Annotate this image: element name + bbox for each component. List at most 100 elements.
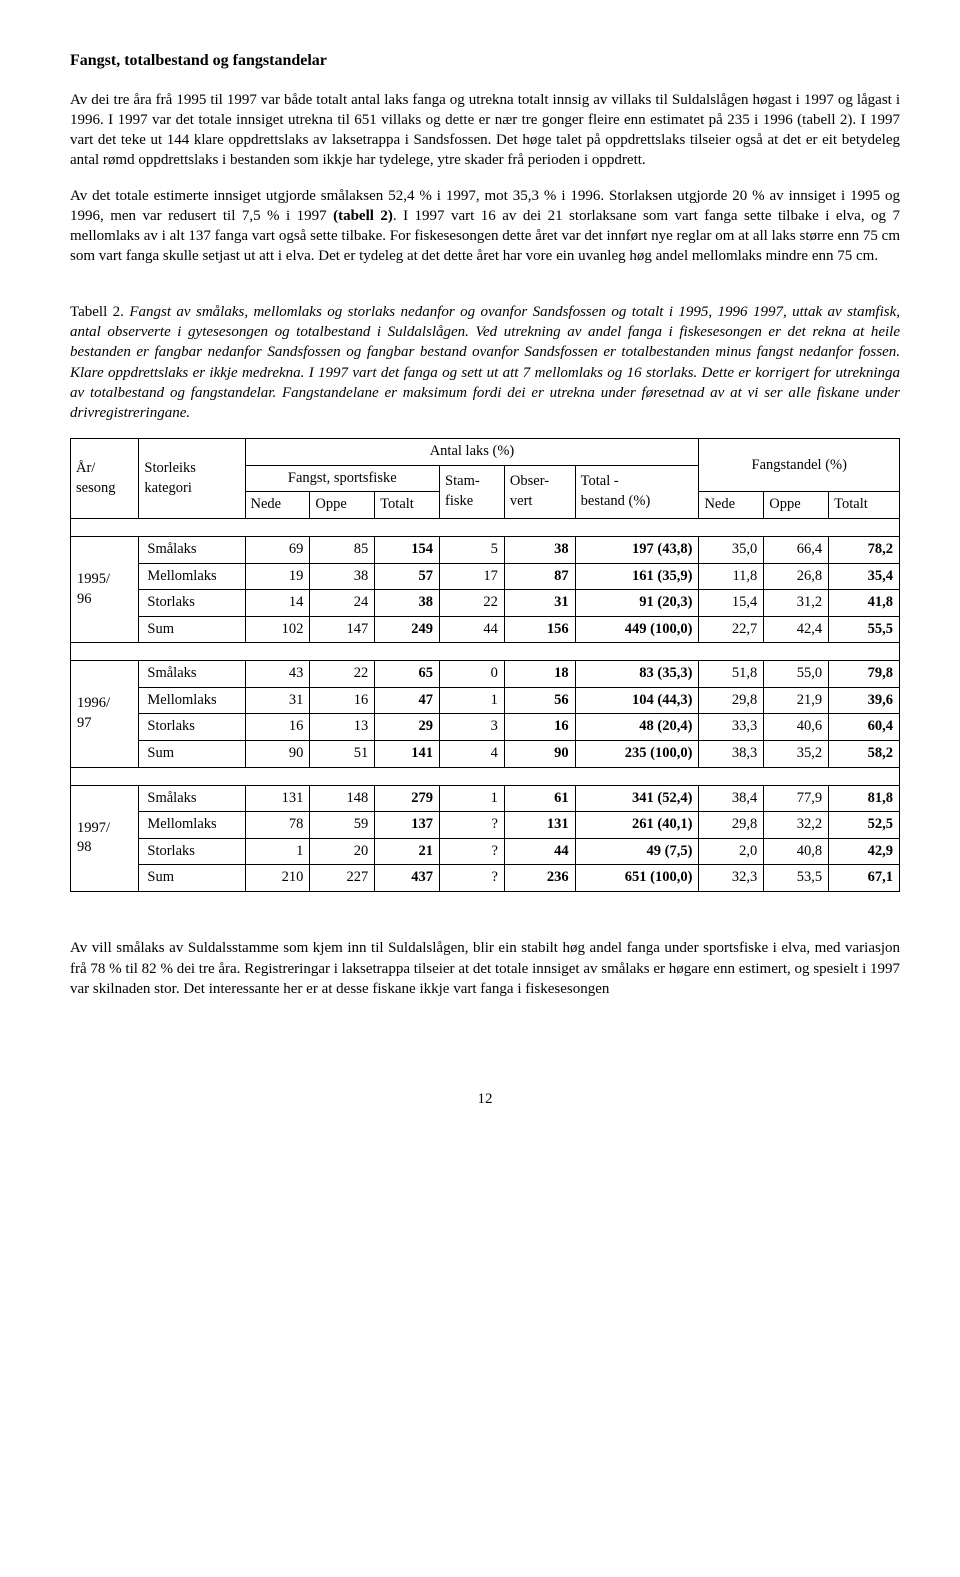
- data-cell: ?: [440, 838, 505, 865]
- data-cell: 651 (100,0): [575, 865, 699, 892]
- hdr-antal: Antal laks (%): [245, 439, 699, 466]
- para2-bold: (tabell 2): [333, 208, 393, 224]
- data-cell: 35,0: [699, 537, 764, 564]
- data-cell: 279: [375, 785, 440, 812]
- data-cell: 21: [375, 838, 440, 865]
- data-cell: 147: [310, 616, 375, 643]
- data-cell: 41,8: [829, 590, 900, 617]
- hdr-fangst: Fangst, sportsfiske: [245, 465, 440, 492]
- data-cell: 1: [440, 687, 505, 714]
- data-cell: 437: [375, 865, 440, 892]
- table-row: 1995/ 96Smålaks6985154538197 (43,8)35,06…: [71, 537, 900, 564]
- data-cell: 236: [504, 865, 575, 892]
- data-cell: 65: [375, 661, 440, 688]
- data-cell: Smålaks: [139, 785, 245, 812]
- data-cell: 32,2: [764, 812, 829, 839]
- paragraph-3: Av vill smålaks av Suldalsstamme som kje…: [70, 938, 900, 999]
- data-table: År/ sesong Storleiks kategori Antal laks…: [70, 438, 900, 897]
- data-cell: 16: [310, 687, 375, 714]
- data-cell: 1: [245, 838, 310, 865]
- data-cell: Sum: [139, 740, 245, 767]
- data-cell: 56: [504, 687, 575, 714]
- data-cell: 341 (52,4): [575, 785, 699, 812]
- data-cell: 69: [245, 537, 310, 564]
- data-cell: 85: [310, 537, 375, 564]
- data-cell: 79,8: [829, 661, 900, 688]
- data-cell: 29,8: [699, 812, 764, 839]
- data-cell: 154: [375, 537, 440, 564]
- data-cell: 18: [504, 661, 575, 688]
- data-cell: 11,8: [699, 563, 764, 590]
- table-row: Storlaks12021?4449 (7,5)2,040,842,9: [71, 838, 900, 865]
- data-cell: 13: [310, 714, 375, 741]
- hdr-category: Storleiks kategori: [139, 439, 245, 519]
- data-cell: 39,6: [829, 687, 900, 714]
- table-row: Mellomlaks1938571787161 (35,9)11,826,835…: [71, 563, 900, 590]
- data-cell: 51: [310, 740, 375, 767]
- table-row: Storlaks142438223191 (20,3)15,431,241,8: [71, 590, 900, 617]
- data-cell: Mellomlaks: [139, 687, 245, 714]
- data-cell: 210: [245, 865, 310, 892]
- hdr-stam: Stam- fiske: [440, 465, 505, 518]
- hdr-oppe-2: Oppe: [764, 492, 829, 519]
- data-cell: 35,2: [764, 740, 829, 767]
- data-cell: 24: [310, 590, 375, 617]
- data-cell: Smålaks: [139, 661, 245, 688]
- data-cell: 102: [245, 616, 310, 643]
- data-cell: 77,9: [764, 785, 829, 812]
- data-cell: 40,6: [764, 714, 829, 741]
- table-row: Mellomlaks311647156104 (44,3)29,821,939,…: [71, 687, 900, 714]
- hdr-total: Total - bestand (%): [575, 465, 699, 518]
- data-cell: 67,1: [829, 865, 900, 892]
- data-cell: 44: [440, 616, 505, 643]
- data-cell: 58,2: [829, 740, 900, 767]
- data-cell: 31,2: [764, 590, 829, 617]
- data-cell: Sum: [139, 865, 245, 892]
- paragraph-1: Av dei tre åra frå 1995 til 1997 var båd…: [70, 90, 900, 171]
- data-cell: 29,8: [699, 687, 764, 714]
- table-row: 1996/ 97Smålaks43226501883 (35,3)51,855,…: [71, 661, 900, 688]
- data-cell: 51,8: [699, 661, 764, 688]
- data-cell: 31: [504, 590, 575, 617]
- data-cell: 22: [310, 661, 375, 688]
- data-cell: 78: [245, 812, 310, 839]
- data-cell: ?: [440, 812, 505, 839]
- page-number: 12: [70, 1089, 900, 1109]
- data-cell: 449 (100,0): [575, 616, 699, 643]
- data-cell: Smålaks: [139, 537, 245, 564]
- table-row: 1997/ 98Smålaks131148279161341 (52,4)38,…: [71, 785, 900, 812]
- data-cell: 91 (20,3): [575, 590, 699, 617]
- data-cell: 55,0: [764, 661, 829, 688]
- data-cell: 38: [310, 563, 375, 590]
- data-cell: 31: [245, 687, 310, 714]
- data-cell: 104 (44,3): [575, 687, 699, 714]
- data-cell: 38,3: [699, 740, 764, 767]
- data-cell: 131: [504, 812, 575, 839]
- data-cell: 22: [440, 590, 505, 617]
- season-cell: 1995/ 96: [71, 537, 139, 643]
- table-desc: Fangst av smålaks, mellomlaks og storlak…: [70, 304, 900, 421]
- data-cell: 148: [310, 785, 375, 812]
- data-cell: ?: [440, 865, 505, 892]
- data-cell: Mellomlaks: [139, 812, 245, 839]
- data-cell: 59: [310, 812, 375, 839]
- data-cell: 29: [375, 714, 440, 741]
- data-cell: 197 (43,8): [575, 537, 699, 564]
- hdr-fangstandel: Fangstandel (%): [699, 439, 900, 492]
- data-cell: 90: [504, 740, 575, 767]
- data-cell: 38: [504, 537, 575, 564]
- hdr-totalt-1: Totalt: [375, 492, 440, 519]
- data-cell: 235 (100,0): [575, 740, 699, 767]
- paragraph-2: Av det totale estimerte innsiget utgjord…: [70, 186, 900, 267]
- data-cell: 40,8: [764, 838, 829, 865]
- data-cell: 61: [504, 785, 575, 812]
- season-cell: 1996/ 97: [71, 661, 139, 767]
- data-cell: 21,9: [764, 687, 829, 714]
- data-cell: 4: [440, 740, 505, 767]
- data-cell: 49 (7,5): [575, 838, 699, 865]
- data-cell: 83 (35,3): [575, 661, 699, 688]
- data-cell: 87: [504, 563, 575, 590]
- data-cell: 66,4: [764, 537, 829, 564]
- table-caption: Tabell 2. Fangst av smålaks, mellomlaks …: [70, 302, 900, 424]
- hdr-obser: Obser- vert: [504, 465, 575, 518]
